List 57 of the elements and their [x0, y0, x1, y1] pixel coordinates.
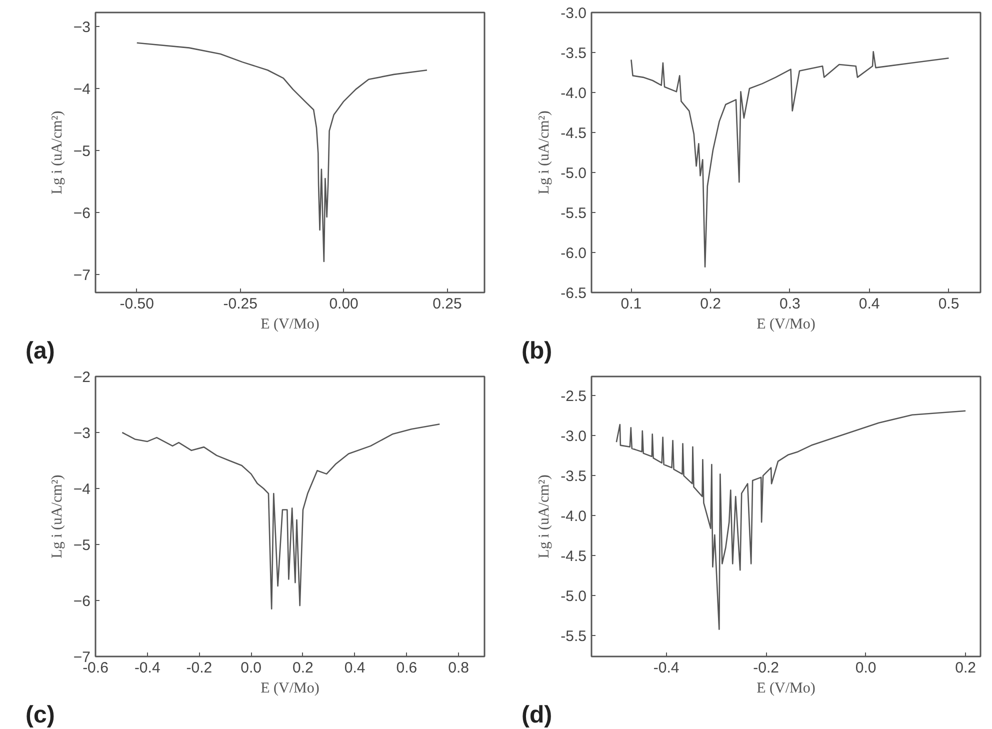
x-tick-label: -0.2 [186, 660, 212, 676]
y-tick-label: -6.5 [560, 285, 587, 302]
x-tick-label: -0.25 [223, 296, 258, 312]
y-tick-label: −3 [73, 425, 91, 442]
text: (b) [522, 338, 552, 364]
y-tick-label: -5.0 [560, 588, 587, 606]
y-axis-title: Lg i (uA/cm²) [536, 110, 553, 194]
y-tick-label: −7 [73, 267, 91, 284]
y-tick-label: -4.0 [560, 85, 587, 102]
y-tick-label: −5 [73, 143, 91, 160]
x-tick-label: 0.2 [955, 660, 976, 676]
y-tick-label: −5 [73, 537, 91, 554]
x-axis-title: E (V/Mo) [260, 316, 320, 332]
y-axis-title: Lg i (uA/cm²) [536, 474, 553, 558]
x-tick-label: 0.8 [448, 660, 469, 676]
text: (a) [26, 338, 55, 364]
x-tick-label: 0.5 [938, 296, 960, 312]
y-tick-label: -4.5 [560, 125, 587, 142]
y-tick-label: -3.5 [560, 45, 587, 62]
text: (c) [26, 702, 55, 728]
x-tick-label: -0.2 [753, 660, 779, 676]
x-tick-label: 0.00 [329, 296, 358, 312]
x-tick-label: 0.25 [432, 296, 462, 312]
y-tick-label: −4 [73, 81, 91, 98]
x-tick-label: -0.4 [653, 660, 680, 676]
x-axis-title: E (V/Mo) [260, 680, 320, 696]
y-tick-label: -6.0 [560, 245, 587, 262]
x-axis-title: E (V/Mo) [756, 680, 816, 696]
y-tick-label: -3.0 [560, 5, 587, 22]
x-tick-label: 0.0 [240, 660, 262, 676]
y-tick-label: -2.5 [560, 388, 587, 406]
x-tick-label: -0.50 [120, 296, 154, 312]
y-tick-label: -5.0 [560, 165, 587, 182]
x-tick-label: -0.4 [134, 660, 160, 676]
x-tick-label: 0.4 [344, 660, 366, 676]
x-tick-label: 0.3 [780, 296, 800, 312]
y-tick-label: -3.0 [560, 428, 587, 446]
x-axis-title: E (V/Mo) [756, 316, 816, 332]
x-tick-label: 0.6 [396, 660, 418, 676]
y-tick-label: -4.0 [560, 508, 587, 526]
x-tick-label: 0.1 [620, 296, 642, 312]
y-tick-label: −3 [73, 19, 91, 36]
x-tick-label: 0.0 [855, 660, 876, 676]
x-tick-label: 0.2 [700, 296, 722, 312]
x-tick-label: 0.4 [858, 296, 880, 312]
y-tick-label: −2 [73, 369, 91, 386]
y-tick-label: −6 [73, 205, 91, 222]
y-tick-label: -5.5 [560, 205, 587, 222]
y-tick-label: -3.5 [560, 468, 587, 486]
y-tick-label: −4 [73, 481, 91, 498]
y-tick-label: −6 [73, 593, 91, 610]
y-tick-label: -5.5 [560, 628, 587, 646]
x-tick-label: 0.2 [292, 660, 314, 676]
y-axis-title: Lg i (uA/cm²) [49, 474, 66, 558]
y-axis-title: Lg i (uA/cm²) [49, 110, 66, 194]
text: (d) [522, 702, 552, 728]
y-tick-label: -4.5 [560, 548, 587, 566]
